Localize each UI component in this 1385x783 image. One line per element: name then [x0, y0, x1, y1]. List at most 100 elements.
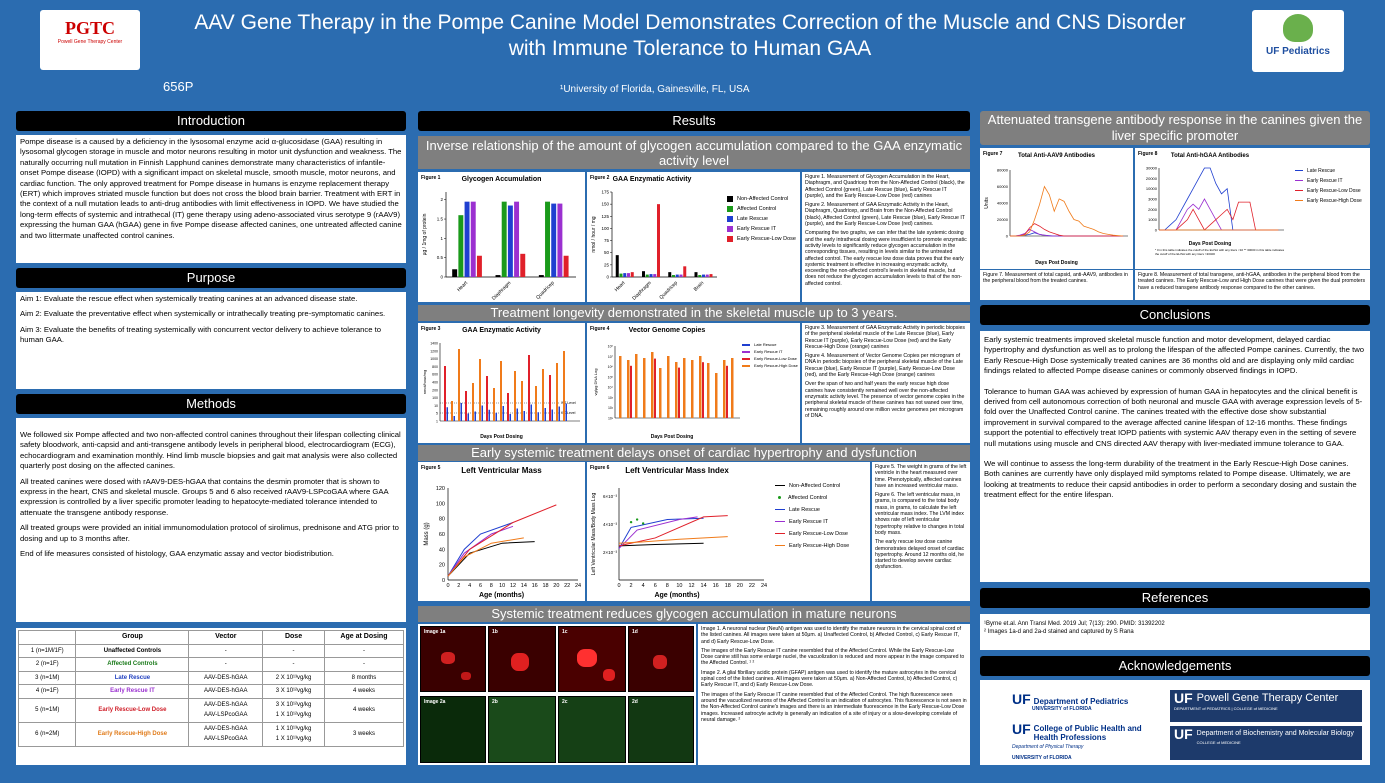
table-row: 6 (n=2M) Early Rescue-High Dose AAV-DES-hG…	[17, 721, 405, 747]
category-label: Diaphragm	[631, 280, 653, 302]
tick-label: 600	[432, 373, 438, 377]
anti-hgaa-chart: 0 1000 2000 3000 10000 20000 30000	[1146, 166, 1284, 233]
tick-label: 1400	[430, 342, 438, 346]
tick-label: 125	[601, 214, 609, 219]
tick-label: 80000	[997, 168, 1009, 173]
tick-label: 175	[601, 190, 609, 195]
introduction-text: Pompe disease is a caused by a deficienc…	[16, 135, 406, 263]
dosing-table: Group Vector Dose Age at Dosing 1 (n=1M/1F)…	[16, 628, 406, 765]
series-line	[447, 525, 514, 577]
y-axis-label: nmol / hour / mg	[591, 216, 597, 252]
bar	[460, 403, 462, 421]
tick-label: 200	[432, 388, 438, 392]
table-row: 2 (n=1F) Affected Controls - - -	[17, 657, 405, 672]
bar	[653, 274, 657, 277]
bar	[523, 411, 525, 421]
image-1d: 1d	[628, 626, 694, 692]
poster-title: AAV Gene Therapy in the Pompe Canine Mod…	[194, 11, 1186, 60]
bar	[530, 404, 532, 421]
bar	[476, 255, 482, 277]
acknowledgements-heading: Acknowledgements	[980, 656, 1370, 676]
figure-7: Figure 7 Total Anti-AAV9 Antibodies 0 200…	[980, 148, 1133, 269]
tick-label: 120	[436, 486, 445, 492]
y-axis-label: μg / 1mg of protein	[422, 213, 428, 255]
bar	[694, 272, 698, 277]
tick-label: 2	[457, 583, 460, 589]
tick-label: 1	[440, 236, 443, 241]
bar	[514, 371, 516, 421]
data-point	[641, 522, 645, 525]
bar	[679, 274, 683, 277]
y-axis-label: nmol/hour/mg	[422, 370, 427, 394]
bar	[544, 408, 546, 421]
conclusions-heading: Conclusions	[980, 305, 1370, 325]
figure-1: Figure 1 Glycogen Accumulation 0 0.5 1 1.5 2…	[418, 172, 585, 302]
series-line	[447, 504, 557, 577]
bar	[500, 361, 502, 421]
affiliation: ¹University of Florida, Gainesville, FL,…	[560, 84, 750, 95]
series-line	[1010, 223, 1124, 237]
tick-label: 24	[575, 583, 581, 589]
image-2a: Image 2a	[420, 696, 486, 763]
bar	[668, 272, 672, 277]
series-line	[1010, 185, 1124, 237]
bar	[651, 352, 654, 418]
bar	[709, 274, 713, 277]
bar	[563, 351, 565, 421]
tick-label: 4	[468, 583, 471, 589]
tick-label: 10⁵	[608, 375, 614, 379]
bar	[699, 356, 702, 418]
tick-label: 0	[446, 583, 449, 589]
bar	[726, 365, 728, 418]
tick-label: 30000	[1146, 166, 1158, 171]
bar	[516, 408, 518, 421]
bar	[683, 358, 686, 418]
bar	[453, 416, 455, 421]
bar	[654, 358, 656, 418]
bar	[683, 266, 687, 277]
tick-label: 1	[436, 420, 438, 424]
vector-genome-chart: 10⁸ 10⁷ 10⁶ 10⁵ 10⁴ 10³ 10² 10¹ vg/μg DNA Log	[593, 345, 740, 421]
uf-phhp-ack-logo: UF College of Public Health and Health Pr…	[1012, 721, 1142, 761]
pgtc-ack-logo: UF Powell Gene Therapy Center DEPARTMENT o…	[1170, 690, 1362, 722]
bar	[556, 363, 558, 421]
bar	[446, 407, 448, 421]
poster-number: 656P	[163, 79, 194, 94]
bar	[545, 201, 550, 277]
tick-label: 10⁶	[608, 365, 614, 369]
bar	[723, 360, 726, 418]
bar	[502, 406, 504, 421]
bar	[474, 411, 476, 421]
tick-label: 18	[725, 583, 731, 589]
bar	[549, 375, 551, 421]
table-row: 1 (n=1M/1F) Unaffected Controls - - -	[17, 643, 405, 658]
image-1b: 1b	[488, 626, 556, 692]
bar	[707, 363, 710, 418]
series-line	[618, 542, 704, 547]
bar	[472, 383, 474, 421]
bar	[470, 201, 476, 277]
figure-5-6-legend: Non-Affected Control Affected Control La…	[775, 480, 849, 552]
tick-label: 0	[442, 578, 445, 584]
results-sub4: Systemic treatment reduces glycogen accu…	[418, 606, 970, 622]
figure-8: Figure 8 Total Anti-hGAA Antibodies 0 100…	[1135, 148, 1370, 269]
bar	[458, 349, 460, 421]
image-1c: 1c	[558, 626, 626, 692]
tick-label: 6	[654, 583, 657, 589]
tick-label: 6×10⁻³	[603, 494, 618, 499]
bar	[691, 360, 694, 418]
tick-label: 2000	[1148, 207, 1158, 212]
bar	[649, 274, 653, 277]
tick-label: 24	[761, 583, 767, 589]
gaa-activity-bar-chart: 0 25 50 75 100 125 150 175 Heart Diaphragm Quadric…	[591, 190, 717, 302]
tick-label: 25	[604, 262, 610, 267]
bar	[657, 204, 660, 277]
tick-label: 10	[676, 583, 682, 589]
tick-label: 10³	[608, 396, 614, 400]
tick-label: 20	[553, 583, 559, 589]
purpose-text: Aim 1: Evaluate the rescue effect when s…	[16, 292, 406, 389]
bar	[675, 362, 678, 418]
bar	[535, 386, 537, 421]
tick-label: 16	[713, 583, 719, 589]
